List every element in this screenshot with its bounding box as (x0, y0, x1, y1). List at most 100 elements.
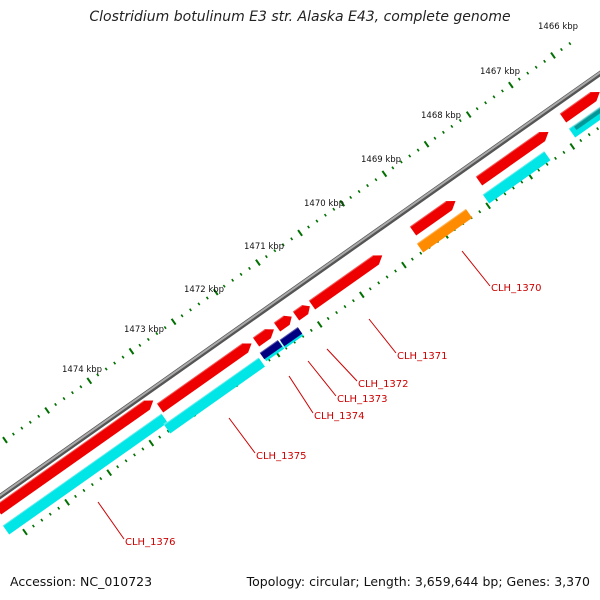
outer-tick-mark (121, 355, 125, 359)
outer-tick-mark (357, 189, 361, 194)
gene-label: CLH_1371 (397, 351, 448, 362)
tick-label: 1468 kbp (421, 111, 461, 121)
gene-leader-line (288, 375, 314, 414)
outer-tick-mark (366, 183, 369, 188)
inner-tick-mark (596, 127, 600, 131)
teal-feature-body (573, 102, 600, 131)
cds-feature (273, 314, 292, 332)
inner-tick-mark (48, 512, 52, 516)
inner-tick-mark (562, 150, 566, 155)
inner-tick-mark (40, 518, 44, 522)
outer-tick-mark (54, 402, 58, 407)
outer-tick-mark (264, 254, 268, 259)
cds-feature-body (409, 201, 456, 236)
outer-tick-mark (408, 154, 412, 158)
inner-tick-mark (141, 447, 145, 451)
outer-tick-mark (568, 41, 572, 46)
navy-feature-shine (259, 339, 279, 354)
outer-tick-mark (381, 170, 388, 178)
outer-tick-mark (458, 118, 462, 123)
outer-tick-mark (349, 195, 353, 200)
inner-tick-mark (377, 281, 381, 285)
inner-tick-mark (90, 482, 94, 487)
inner-tick-mark (401, 261, 407, 269)
outer-tick-mark (189, 308, 192, 312)
outer-tick-mark (222, 284, 226, 288)
gene-label: CLH_1376 (125, 537, 176, 548)
inner-tick-mark (316, 320, 323, 328)
teal-feature (572, 102, 600, 131)
gene-label: CLH_1375 (256, 451, 307, 462)
gene-feature-shine (163, 356, 260, 426)
inner-tick-mark (326, 316, 330, 321)
inner-tick-mark (158, 435, 162, 439)
outer-tick-mark (416, 148, 420, 152)
gene-label: CLH_1370 (491, 283, 542, 294)
inner-tick-mark (166, 429, 170, 433)
outer-tick-mark (128, 347, 135, 355)
tick-label: 1472 kbp (184, 285, 224, 295)
gene-feature (482, 150, 551, 204)
outer-tick-mark (70, 391, 74, 395)
gene-feature-shine (2, 412, 162, 527)
outer-tick-mark (231, 278, 235, 282)
gene-feature-body (2, 413, 168, 535)
tick-label: 1466 kbp (538, 22, 578, 32)
tick-label: 1470 kbp (304, 199, 344, 209)
outer-tick-mark (146, 337, 150, 342)
inner-tick-mark (31, 524, 35, 528)
cds-feature-body (156, 343, 252, 413)
accession-text: Accession: NC_010723 (10, 574, 153, 589)
outer-tick-mark (44, 406, 50, 414)
outer-tick-mark (290, 237, 294, 241)
inner-tick-mark (351, 299, 355, 303)
orange-feature-shine (416, 208, 467, 245)
outer-tick-mark (297, 229, 303, 237)
navy-feature-body (259, 340, 283, 360)
outer-tick-mark (62, 396, 66, 401)
map-title: Clostridium botulinum E3 str. Alaska E43… (89, 9, 511, 25)
inner-tick-mark (587, 133, 591, 137)
outer-tick-mark (273, 249, 277, 253)
gene-leader-line (307, 360, 337, 397)
inner-tick-mark (537, 168, 541, 172)
inner-tick-mark (511, 186, 515, 190)
inner-tick-mark (545, 162, 549, 166)
inner-tick-mark (74, 494, 77, 499)
gene-label: CLH_1372 (358, 379, 409, 390)
outer-tick-mark (255, 259, 261, 266)
cds-feature-body (308, 255, 383, 310)
tick-label: 1473 kbp (124, 325, 164, 335)
cds-feature (409, 200, 456, 236)
outer-tick-mark (307, 225, 310, 229)
gene-leader-line (228, 417, 256, 454)
outer-tick-mark (79, 385, 83, 389)
gene-labels: CLH_1370 CLH_1371 CLH_1372 CLH_1373 CLH_1374… (97, 250, 542, 548)
outer-tick-mark (104, 367, 108, 371)
inner-tick-mark (106, 469, 113, 477)
outer-tick-mark (423, 140, 430, 148)
outer-tick-mark (197, 302, 201, 306)
navy-feature-shine (279, 326, 299, 341)
inner-tick-mark (485, 202, 491, 210)
outer-tick-mark (11, 432, 15, 436)
cds-feature-shine (308, 254, 374, 302)
cds-feature-body (0, 400, 154, 515)
outer-tick-mark (248, 266, 251, 271)
tick-label: 1474 kbp (62, 365, 102, 375)
outer-tick-mark (484, 101, 488, 105)
inner-tick-mark (579, 138, 583, 143)
cds-feature (308, 254, 383, 310)
cds-feature (559, 91, 600, 123)
outer-tick-mark (534, 65, 538, 69)
inner-tick-mark (57, 506, 61, 510)
gene-leader-line (326, 348, 358, 382)
gene-label: CLH_1374 (314, 411, 365, 422)
outer-tick-mark (37, 414, 41, 418)
navy-feature (259, 339, 283, 360)
gene-leader-line (97, 501, 125, 540)
outer-tick-mark (155, 331, 159, 336)
cds-feature-shine (156, 342, 243, 405)
cds-feature-body (273, 315, 292, 332)
inner-tick-mark (385, 275, 389, 279)
